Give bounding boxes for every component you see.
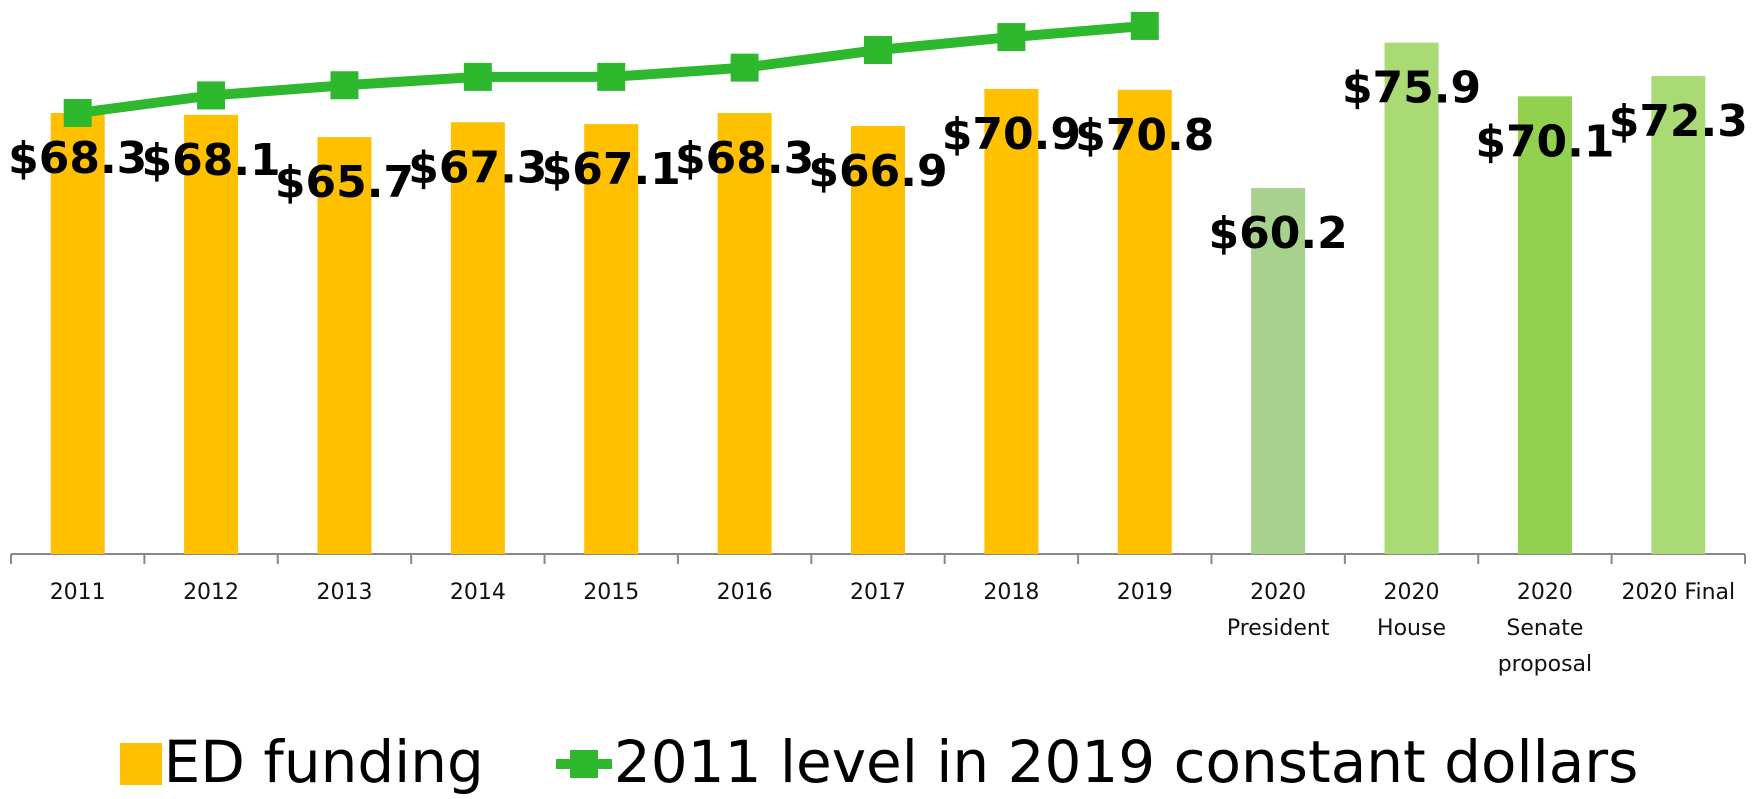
- legend-item: 2011 level in 2019 constant dollars: [554, 728, 1638, 796]
- data-label: $60.2: [1209, 208, 1348, 259]
- line-marker: [63, 99, 92, 128]
- data-label: $68.3: [675, 133, 814, 184]
- x-tick-label: 2020 Senate proposal: [1497, 580, 1593, 677]
- bar: [184, 114, 239, 554]
- x-tick-label: 2020 President: [1226, 580, 1330, 641]
- data-label: $67.3: [408, 142, 547, 193]
- legend-box: [119, 743, 162, 785]
- bar: [851, 125, 905, 554]
- x-tick-label: 2020 House: [1377, 580, 1446, 641]
- line-marker: [997, 23, 1026, 52]
- legend-item: ED funding: [118, 728, 484, 796]
- data-label: $70.1: [1475, 116, 1614, 167]
- line-marker: [730, 53, 759, 82]
- bar: [984, 88, 1039, 554]
- x-tick-label: 2018: [983, 580, 1040, 605]
- chart: $68.3$68.1$65.7$67.3$67.1$68.3$66.9$70.9…: [8, 11, 1748, 564]
- x-tick-label: 2013: [316, 580, 373, 605]
- bar: [717, 113, 772, 555]
- line-marker: [463, 62, 492, 91]
- legend-swatch: [119, 743, 162, 785]
- data-label: $72.3: [1609, 96, 1748, 147]
- legend-label: 2011 level in 2019 constant dollars: [613, 728, 1639, 796]
- bar: [1251, 188, 1306, 554]
- data-label: $66.9: [808, 146, 947, 197]
- legend-marker: [569, 750, 598, 778]
- line-marker: [330, 71, 359, 100]
- data-label: $70.8: [1075, 110, 1214, 161]
- bar: [50, 113, 105, 555]
- x-tick-label: 2014: [449, 580, 506, 605]
- bar: [1384, 42, 1439, 554]
- x-tick-label: 2011: [49, 580, 106, 605]
- x-tick-label: 2012: [183, 580, 240, 605]
- line-marker: [864, 36, 892, 65]
- data-label: $68.3: [8, 133, 147, 184]
- data-label: $75.9: [1342, 63, 1481, 114]
- bar: [1117, 89, 1172, 554]
- x-tick-label: 2017: [850, 580, 906, 605]
- data-label: $65.7: [275, 157, 414, 208]
- line-marker: [597, 62, 626, 91]
- line-marker: [1130, 11, 1159, 40]
- x-tick-label: 2015: [583, 580, 640, 605]
- data-label: $67.1: [542, 144, 681, 195]
- x-tick-label: 2016: [716, 580, 773, 605]
- bar: [1651, 75, 1706, 554]
- bar: [1517, 96, 1572, 554]
- bar: [584, 124, 639, 554]
- data-label: $68.1: [141, 135, 280, 186]
- legend-label: ED funding: [163, 728, 484, 796]
- bar: [450, 122, 505, 554]
- legend-swatch: [555, 750, 612, 778]
- x-tick-label: 2019: [1116, 580, 1173, 605]
- data-label: $70.9: [942, 109, 1081, 160]
- bar: [317, 137, 372, 555]
- legend: ED funding 2011 level in 2019 constant do…: [0, 728, 1756, 796]
- line-marker: [197, 81, 226, 110]
- x-tick-label: 2020 Final: [1621, 580, 1736, 605]
